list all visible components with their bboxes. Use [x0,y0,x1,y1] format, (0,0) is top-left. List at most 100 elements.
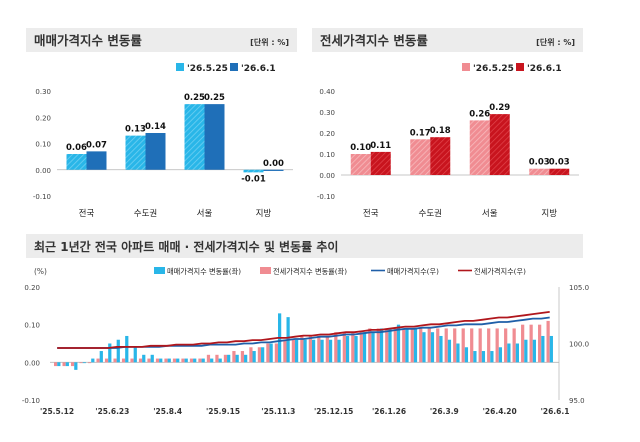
sale-change-bar [210,358,214,363]
rent-change-bar [487,328,491,363]
rent-change-bar [249,347,253,363]
rent-change-bar [113,358,117,363]
x-tick-label: '25.5.12 [40,407,74,416]
bar-0 [529,168,550,175]
legend-swatch-0 [462,63,470,71]
rent-change-bar [181,358,185,363]
bar-1 [263,169,284,171]
sale-change-bar [405,328,409,363]
trend-chart-title: 최근 1년간 전국 아파트 매매 · 전세가격지수 및 변동률 추이 [34,239,338,254]
sale-change-bar [150,354,154,363]
rent-change-bar [308,335,312,363]
sale-change-bar [184,358,188,363]
rent-change-bar [478,328,482,363]
rent-change-bar [546,320,550,363]
sale-change-bar [252,351,256,363]
sale-change-bar [362,332,367,363]
bar-1 [145,133,166,170]
y-tick-label: 0.10 [319,151,335,159]
y-right-tick-label: 105.0 [569,284,589,292]
rent-change-bar [436,328,440,363]
category-label: 지방 [541,208,557,219]
data-label: 0.25 [204,93,225,103]
sale-change-bar [133,347,137,363]
rent-change-bar [461,328,465,363]
rent-change-bar [521,324,525,363]
rent-header-bar [312,28,583,52]
bar-1 [86,151,107,170]
trend-chart: 매매가격지수 변동률(좌) 전세가격지수 변동률(좌) 매매가격지수(우) 전세가격지… [22,267,589,416]
data-label: 0.13 [125,125,146,135]
y-tick-label: 0.10 [35,141,51,149]
data-label: 0.18 [430,126,451,136]
legend-swatch-1 [260,267,271,274]
y-tick-label: 0.00 [35,167,51,175]
sale-change-bar [261,347,265,363]
rent-change-bar [300,335,304,363]
sale-change-bar [159,358,163,363]
bar-1 [370,151,391,175]
rent-index-line [57,311,550,349]
rent-change-bar [215,354,219,363]
y-tick-label: 0.30 [35,88,51,96]
bar-0 [350,154,371,175]
rent-change-bar [223,354,228,363]
rent-change-bar [257,347,262,363]
rent-change-bar [444,328,448,363]
sale-change-bar [413,328,418,363]
rent-change-bar [504,328,508,363]
rent-change-bar [96,358,100,363]
y-tick-label: 0.30 [319,109,335,117]
rent-change-bar [79,362,83,364]
rent-change-bar [54,362,58,367]
category-label: 전국 [79,208,95,219]
bar-0 [184,104,205,170]
rent-change-bar [130,358,134,363]
rent-change-bar [427,328,431,363]
rent-change-bar [147,358,151,363]
rent-change-bar [164,358,168,363]
rent-change-bar [342,332,346,363]
sale-change-bar [541,335,545,363]
rent-change-bar [376,328,380,363]
sale-change-bar [294,339,299,363]
sale-change-bar [244,354,248,363]
data-label: 0.10 [350,143,371,153]
category-label: 전국 [363,208,379,219]
y-left-tick-label: -0.10 [22,397,40,405]
data-label: -0.01 [241,174,266,184]
rent-change-bar [266,343,270,363]
sale-unit-label: [단위 : %] [250,37,289,47]
x-tick-label: '26.3.9 [430,407,459,416]
sale-change-bar [167,358,171,363]
rent-change-bar [291,339,295,363]
legend-label-1: '26.6.1 [241,64,276,74]
sale-change-bar [269,343,273,363]
rent-change-bar [351,332,355,363]
sale-change-bar [456,343,460,363]
data-label: 0.11 [370,141,391,151]
sale-change-bar [57,362,61,367]
bar-0 [125,135,146,170]
sale-change-bar [303,339,307,363]
sale-change-bar [473,351,477,363]
sale-change-bar [549,335,553,363]
rent-change-bar [359,332,363,363]
sale-change-bar [439,335,443,363]
data-label: 0.03 [529,158,550,168]
rent-change-bar [121,358,126,363]
y-right-tick-label: 95.0 [569,397,585,405]
sale-change-bar [464,347,469,363]
bar-1 [204,104,225,170]
y-tick-label: 0.00 [319,172,335,180]
rent-change-bar [317,335,321,363]
x-tick-label: '25.9.15 [206,407,240,416]
rent-change-bar [62,362,66,367]
category-label: 지방 [256,208,272,219]
sale-change-bar [311,339,316,363]
sale-change-bar [498,347,503,363]
sale-change-bar [379,328,384,363]
rent-change-bar [470,328,474,363]
data-label: 0.14 [145,122,166,132]
rent-change-bar [325,335,329,363]
